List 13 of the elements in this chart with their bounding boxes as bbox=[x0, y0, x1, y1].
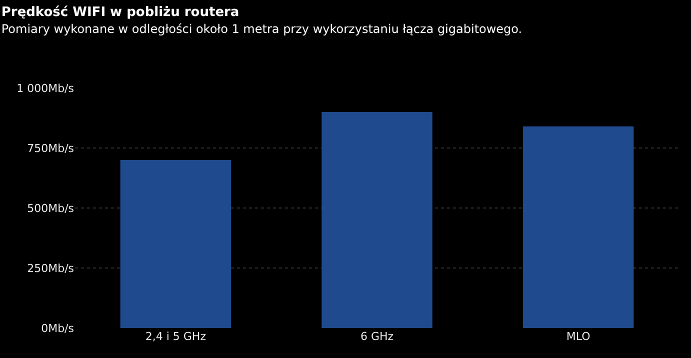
chart-title: Prędkość WIFI w pobliżu routera bbox=[1, 5, 240, 20]
bar bbox=[322, 112, 432, 328]
x-tick-label: MLO bbox=[566, 330, 591, 343]
chart-subtitle: Pomiary wykonane w odległości około 1 metra przy wykorzystaniu łącza gigabitowego. bbox=[1, 22, 522, 36]
y-tick-label: 500Mb/s bbox=[27, 202, 74, 215]
bar bbox=[120, 160, 232, 328]
y-tick-label: 750Mb/s bbox=[27, 142, 74, 155]
x-tick-label: 6 GHz bbox=[360, 330, 394, 343]
y-tick-label: 0Mb/s bbox=[41, 322, 74, 335]
x-tick-label: 2,4 i 5 GHz bbox=[145, 330, 206, 343]
bar bbox=[522, 126, 634, 328]
y-tick-label: 250Mb/s bbox=[27, 262, 74, 275]
y-tick-label: 1 000Mb/s bbox=[16, 82, 74, 95]
